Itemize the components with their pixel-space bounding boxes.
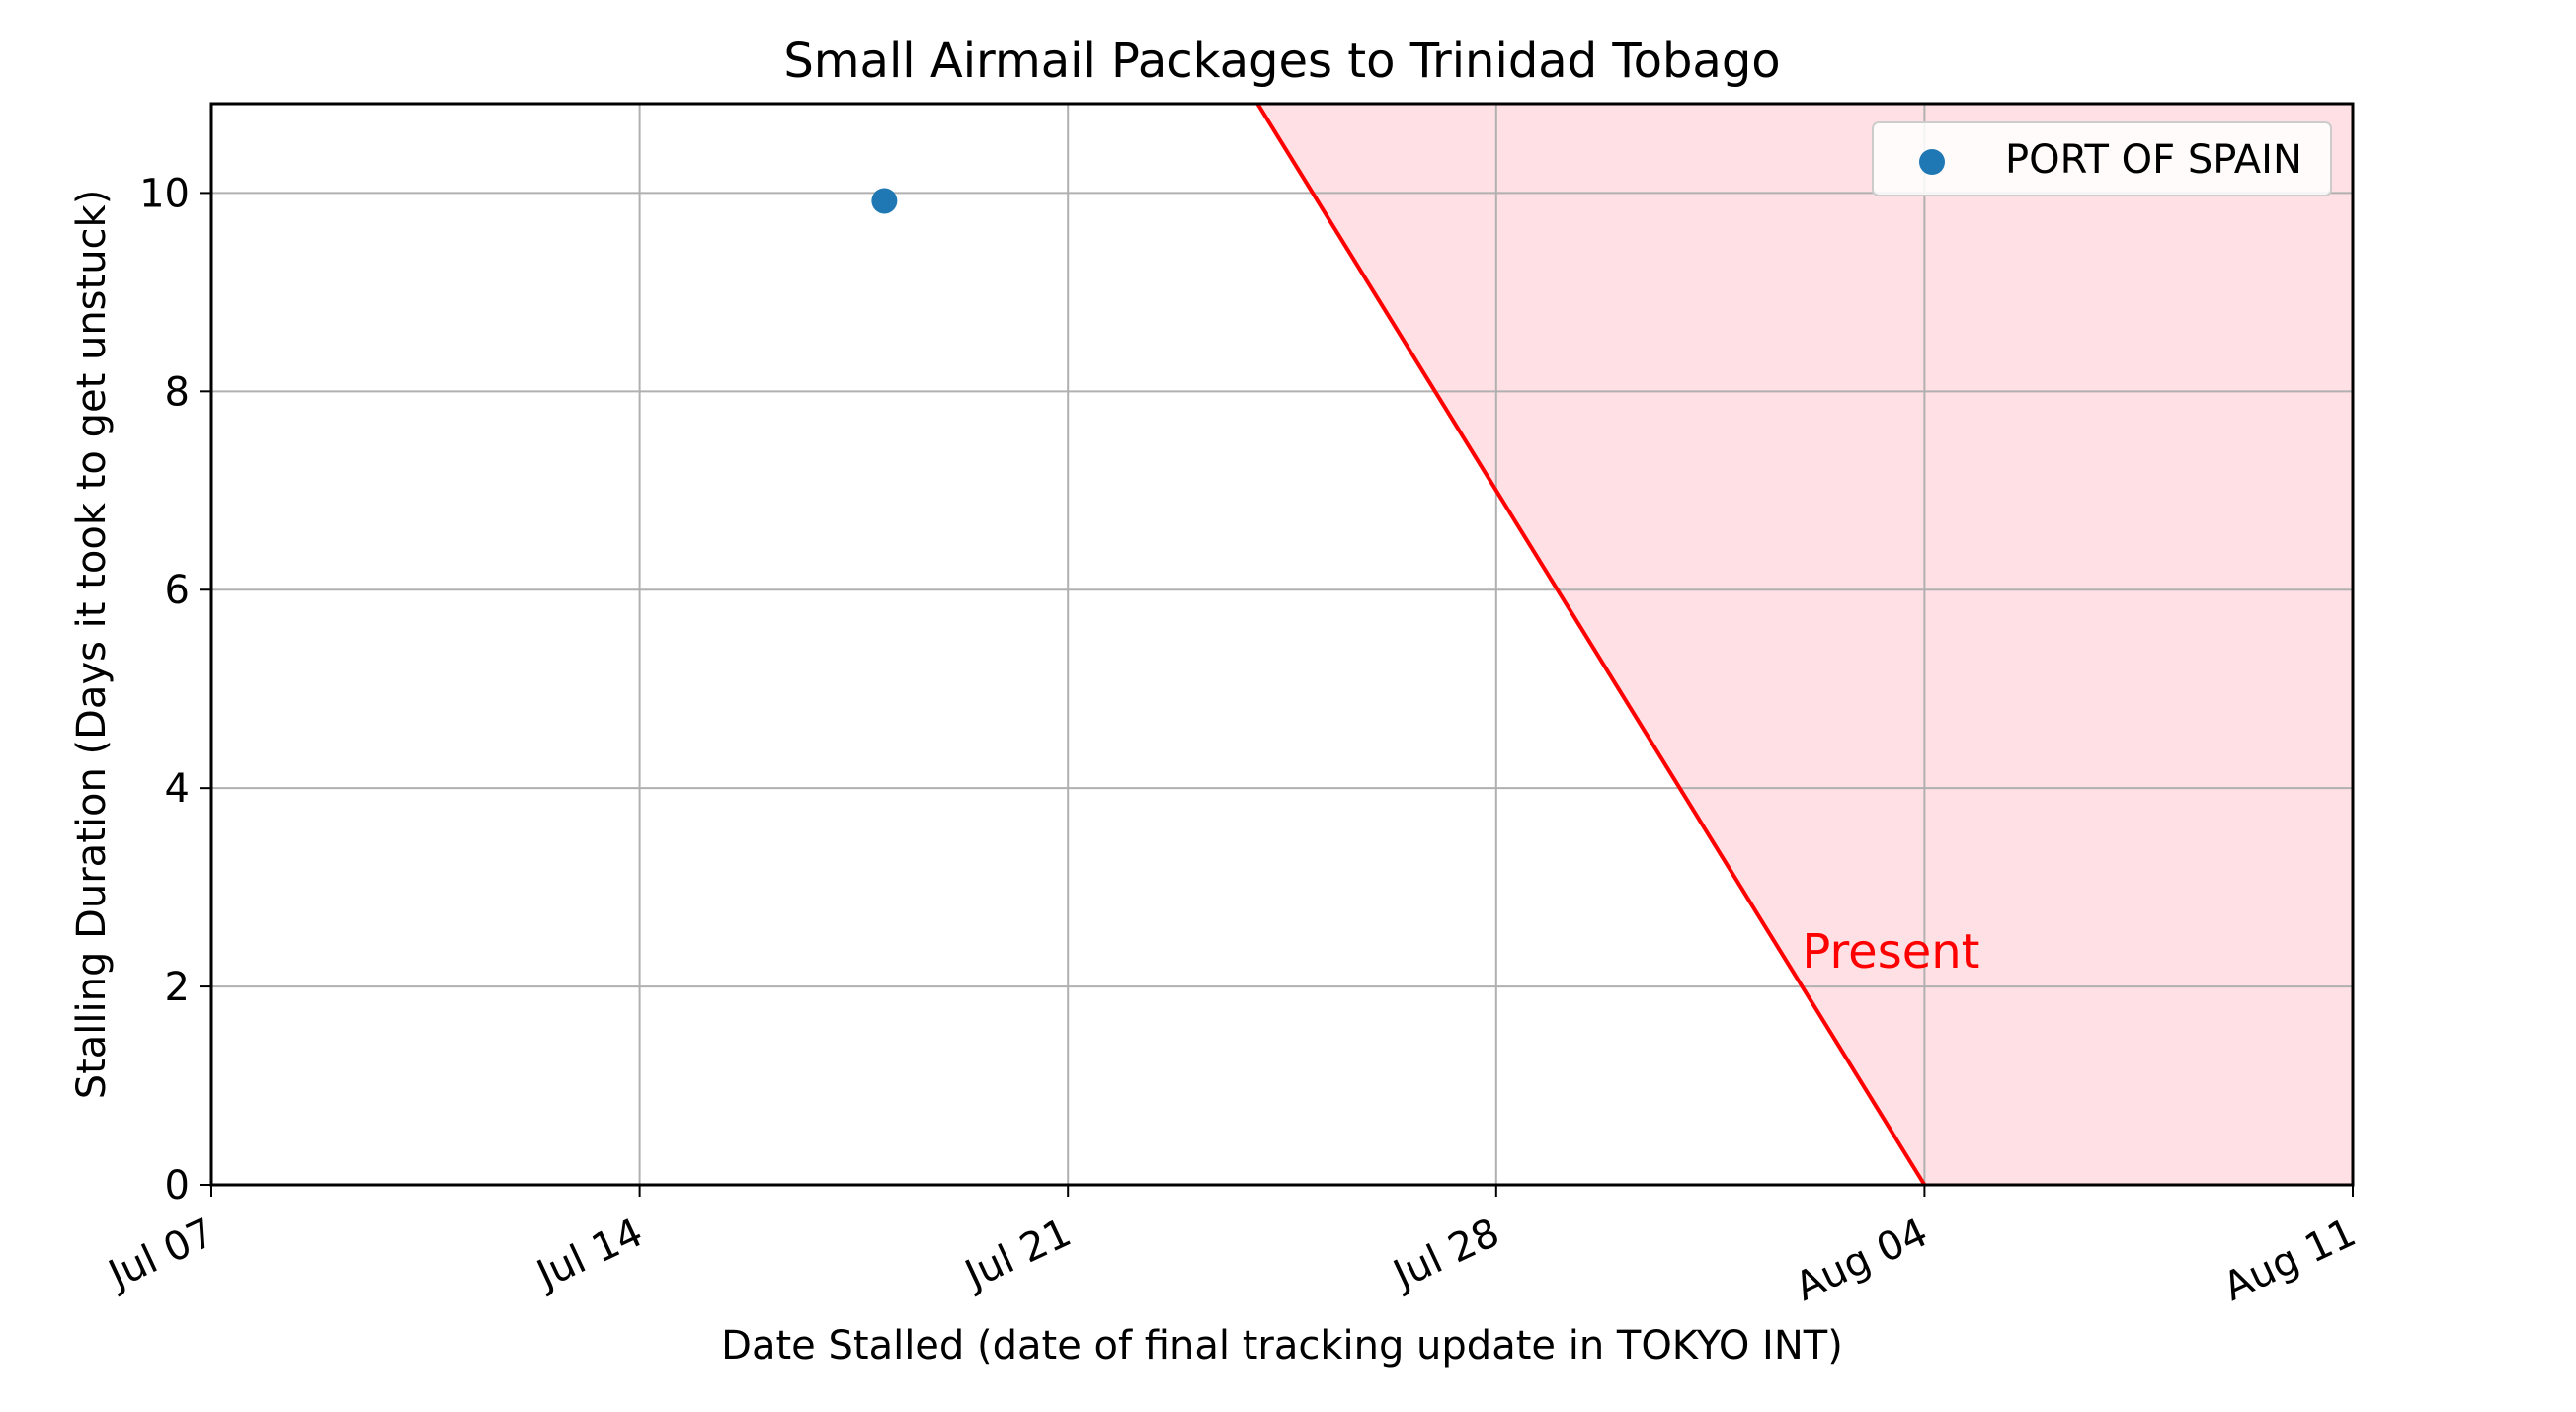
chart-title: Small Airmail Packages to Trinidad Tobag… xyxy=(783,34,1780,89)
y-tick-label: 10 xyxy=(139,171,190,216)
present-shaded-region xyxy=(1257,104,2353,1185)
plot-frame xyxy=(209,102,2355,1187)
legend-box xyxy=(1872,121,2332,196)
y-tick-label: 4 xyxy=(165,766,190,812)
present-line-layer xyxy=(1255,102,1927,1187)
y-tick-label: 8 xyxy=(165,369,190,415)
scatter-points xyxy=(871,188,898,214)
present-line xyxy=(1255,102,1927,1187)
x-tick-label: Aug 04 xyxy=(1789,1210,1935,1310)
legend: PORT OF SPAIN xyxy=(1872,121,2332,196)
x-tick-label: Jul 07 xyxy=(100,1210,222,1298)
legend-label: PORT OF SPAIN xyxy=(2005,137,2302,183)
x-tick-label: Jul 14 xyxy=(527,1210,650,1298)
y-tick-label: 6 xyxy=(165,568,190,613)
present-shade xyxy=(1257,104,2353,1185)
x-tick-label: Jul 21 xyxy=(956,1210,1079,1298)
x-tick-label: Jul 28 xyxy=(1384,1210,1506,1298)
present-annotation: Present xyxy=(1802,924,1979,980)
y-tick-label: 2 xyxy=(165,965,190,1010)
y-tick-label: 0 xyxy=(165,1163,190,1209)
legend-marker xyxy=(1919,149,1945,175)
x-axis-title: Date Stalled (date of final tracking upd… xyxy=(721,1323,1843,1369)
x-tick-label: Aug 11 xyxy=(2216,1210,2363,1310)
scatter-point xyxy=(871,188,898,214)
y-axis-title: Stalling Duration (Days it took to get u… xyxy=(69,190,115,1100)
